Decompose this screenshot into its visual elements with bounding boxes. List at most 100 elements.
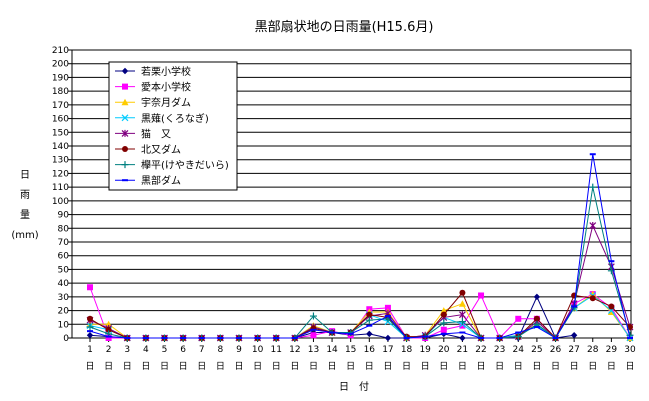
y-tick-label: 80: [58, 224, 70, 234]
legend-item: 北又ダム: [115, 143, 181, 156]
x-tick-label: 17: [382, 345, 393, 355]
chart-title: 黒部扇状地の日雨量(H15.6月): [255, 19, 434, 35]
legend-label: 猫 又: [141, 127, 171, 140]
legend-item: 若栗小学校: [115, 65, 191, 78]
x-tick-label: 22: [475, 345, 486, 355]
series-6: [87, 289, 633, 341]
x-tick-label: 26: [550, 345, 562, 355]
x-tick-unit: 日: [141, 361, 150, 372]
data-point: [515, 315, 522, 322]
data-point: [366, 311, 373, 318]
y-axis-ticks: 0 10 20 30 40 50 60 70 80 90 100 110 120 130 140 150 160…: [52, 46, 69, 344]
data-point: [105, 320, 113, 328]
legend-item: 黒部ダム: [115, 174, 181, 187]
data-point: [589, 222, 597, 230]
data-point: [440, 326, 447, 333]
data-point: [589, 183, 597, 191]
y-tick-label: 120: [52, 169, 69, 179]
x-tick-unit: 日: [309, 361, 318, 372]
x-tick-unit: 日: [346, 361, 355, 372]
x-tick-label: 11: [270, 345, 281, 355]
x-tick-unit: 日: [179, 361, 188, 372]
legend-item: 黒薙(くろなぎ): [115, 112, 209, 125]
data-point: [459, 289, 466, 296]
data-point: [608, 303, 615, 310]
x-tick-label: 30: [624, 345, 636, 355]
x-tick-label: 2: [106, 345, 112, 355]
x-tick-unit: 日: [607, 361, 616, 372]
data-point: [105, 326, 112, 333]
y-tick-label: 50: [58, 265, 70, 275]
x-tick-unit: 日: [160, 361, 169, 372]
x-tick-unit: 日: [85, 361, 94, 372]
y-tick-label: 10: [58, 320, 70, 330]
x-tick-label: 15: [345, 345, 356, 355]
y-tick-label: 180: [52, 87, 69, 97]
data-point: [384, 334, 392, 342]
x-tick-unit: 日: [458, 361, 467, 372]
x-tick-label: 1: [87, 345, 93, 355]
series-group: [86, 153, 634, 342]
x-tick-unit: 日: [104, 361, 113, 372]
x-tick-unit: 日: [328, 361, 337, 372]
y-tick-label: 90: [58, 211, 70, 221]
x-tick-unit: 日: [421, 361, 430, 372]
y-axis-label-char: 日: [20, 170, 30, 181]
data-point: [514, 333, 522, 341]
legend-marker: [122, 83, 128, 90]
x-axis-ticks: 1日2日3日4日5日6日7日8日9日10日11日12日13日14日15日16日1…: [85, 345, 636, 372]
x-tick-label: 16: [364, 345, 376, 355]
x-tick-unit: 日: [532, 361, 541, 372]
y-tick-label: 200: [52, 60, 69, 70]
legend-label: 若栗小学校: [141, 65, 191, 78]
x-tick-label: 27: [568, 345, 579, 355]
legend-label: 黒部ダム: [141, 174, 181, 187]
legend-label: 黒薙(くろなぎ): [141, 112, 209, 125]
y-tick-label: 150: [52, 128, 69, 138]
x-tick-unit: 日: [402, 361, 411, 372]
series-line: [89, 154, 631, 339]
legend-marker: [121, 129, 129, 137]
x-tick-unit: 日: [570, 361, 579, 372]
x-tick-label: 6: [180, 345, 186, 355]
data-point: [440, 311, 447, 318]
legend-label: 愛本小学校: [141, 81, 191, 94]
x-tick-unit: 日: [477, 361, 486, 372]
data-point: [533, 293, 541, 301]
series-line: [89, 187, 631, 339]
x-tick-label: 4: [143, 345, 149, 355]
legend-label: 欅平(けやきだいら): [141, 160, 229, 172]
x-tick-unit: 日: [383, 361, 392, 372]
x-tick-unit: 日: [495, 361, 504, 372]
x-tick-label: 14: [326, 345, 338, 355]
legend-box: [108, 61, 238, 191]
series-2: [87, 284, 633, 341]
x-tick-unit: 日: [290, 361, 299, 372]
series-line: [89, 287, 631, 339]
x-axis-label: 日 付: [339, 380, 369, 393]
x-tick-unit: 日: [253, 361, 262, 372]
y-tick-label: 110: [52, 183, 69, 193]
y-axis-label-char: 雨: [20, 190, 30, 201]
series-line: [89, 291, 631, 339]
x-tick-label: 21: [457, 345, 468, 355]
x-tick-label: 18: [401, 345, 413, 355]
x-tick-label: 5: [162, 345, 168, 355]
data-point: [366, 330, 373, 338]
data-point: [458, 311, 466, 319]
x-tick-unit: 日: [234, 361, 243, 372]
y-tick-label: 140: [52, 142, 69, 152]
x-tick-label: 19: [419, 345, 431, 355]
x-tick-unit: 日: [365, 361, 374, 372]
legend-label: 宇奈月ダム: [141, 96, 191, 109]
data-point: [105, 335, 112, 341]
data-point: [459, 334, 466, 342]
x-tick-label: 10: [252, 345, 264, 355]
series-8: [87, 153, 633, 339]
x-tick-label: 12: [289, 345, 300, 355]
y-axis-label: 日雨量 (mm): [11, 170, 38, 241]
data-point: [86, 323, 94, 331]
y-tick-label: 130: [52, 156, 69, 166]
